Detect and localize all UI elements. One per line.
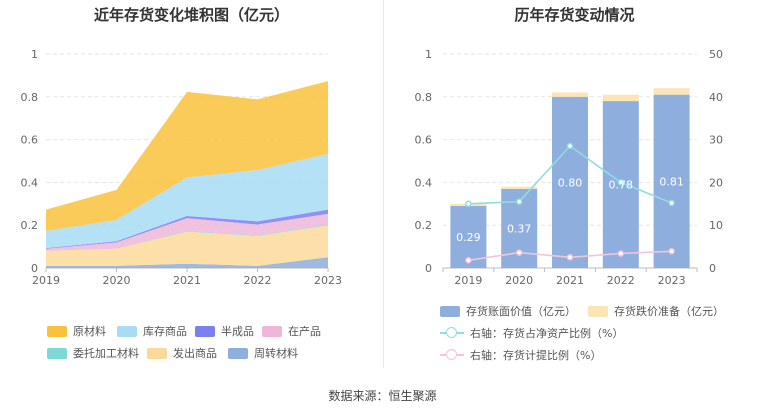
left-legend-item[interactable]: 委托加工材料 <box>47 345 139 361</box>
legend-label: 半成品 <box>221 325 254 338</box>
left-legend-item[interactable]: 半成品 <box>195 323 254 339</box>
right-left-y-tick-label: 0.6 <box>415 134 433 147</box>
legend-swatch <box>47 325 67 337</box>
legend-swatch <box>262 325 282 337</box>
legend-swatch <box>117 325 137 337</box>
right-x-tick-label: 2019 <box>454 274 482 287</box>
bar-value-label: 0.37 <box>507 222 532 235</box>
area-原材料 <box>46 81 328 231</box>
line-point <box>566 254 574 261</box>
right-x-tick-label: 2020 <box>505 274 533 287</box>
right-chart-title: 历年存货变动情况 <box>514 6 635 24</box>
line-point <box>617 250 625 257</box>
line-point <box>515 198 523 205</box>
left-stacked-area-chart: 0 0.2 0.4 0.6 0.8 1 2019 2020 2021 2022 2023 <box>21 48 343 287</box>
legend-swatch <box>195 325 215 337</box>
right-left-y-tick-label: 0 <box>425 262 432 275</box>
right-right-y-tick-label: 40 <box>709 91 723 104</box>
area-发出商品 <box>46 225 328 266</box>
bar-book-value <box>552 96 588 268</box>
line-point <box>465 257 472 264</box>
bar-impairment <box>653 88 690 95</box>
legend-swatch <box>440 327 464 339</box>
right-legend-item[interactable]: 右轴：存货占净资产比例（%） <box>440 325 623 341</box>
right-left-y-tick-label: 0.2 <box>415 219 433 232</box>
left-y-tick-label: 0.2 <box>21 219 39 232</box>
right-right-y-tick-label: 30 <box>709 134 723 147</box>
legend-swatch <box>588 305 608 317</box>
line-point <box>566 142 574 150</box>
left-legend: 原材料 库存商品 半成品 在产品委托加工材料 发出商品 周转材料 <box>0 0 383 368</box>
right-x-tick-label: 2022 <box>607 274 635 287</box>
left-y-tick-label: 1 <box>31 48 38 61</box>
area-库存商品 <box>46 153 328 249</box>
left-legend-item[interactable]: 库存商品 <box>117 323 187 339</box>
bar-value-label: 0.80 <box>558 176 583 189</box>
legend-swatch <box>440 349 464 361</box>
legend-swatch <box>147 347 167 359</box>
legend-label: 委托加工材料 <box>73 347 139 360</box>
right-legend-item[interactable]: 右轴：存货计提比例（%） <box>440 347 601 363</box>
right-right-y-tick-label: 50 <box>709 48 723 61</box>
right-left-y-tick-label: 0.8 <box>415 91 433 104</box>
line-point <box>515 249 523 256</box>
right-right-y-tick-label: 20 <box>709 176 723 189</box>
legend-label: 右轴：存货占净资产比例（%） <box>470 327 624 340</box>
bar-value-label: 0.78 <box>609 179 634 192</box>
right-legend: 存货账面价值（亿元） 存货跌价准备（亿元） 右轴：存货占净资产比例（%） 右轴：存货计… <box>440 303 724 363</box>
legend-label: 周转材料 <box>254 347 298 360</box>
left-chart-title: 近年存货变化堆积图（亿元） <box>93 6 289 24</box>
area-周转材料 <box>46 257 328 268</box>
left-legend-item[interactable]: 周转材料 <box>228 345 298 361</box>
left-y-tick-label: 0.6 <box>21 134 39 147</box>
left-y-tick-label: 0 <box>31 262 38 275</box>
data-source: 数据来源：恒生聚源 <box>328 389 437 403</box>
right-x-tick-label: 2023 <box>658 274 686 287</box>
legend-label: 存货跌价准备（亿元） <box>614 305 724 318</box>
area-在产品 <box>46 213 328 251</box>
left-y-tick-label: 0.4 <box>21 176 39 189</box>
left-x-tick-label: 2020 <box>103 274 131 287</box>
bar-impairment <box>501 186 538 189</box>
legend-label: 右轴：存货计提比例（%） <box>470 349 602 362</box>
left-legend-item[interactable]: 原材料 <box>47 323 106 339</box>
bar-value-label: 0.29 <box>456 231 481 244</box>
legend-swatch <box>47 347 67 359</box>
area-半成品 <box>46 209 328 249</box>
right-left-y-tick-label: 0.4 <box>415 176 433 189</box>
line-point <box>465 200 472 208</box>
right-right-y-tick-label: 0 <box>709 262 716 275</box>
right-legend-item[interactable]: 存货跌价准备（亿元） <box>588 303 724 319</box>
left-x-tick-label: 2022 <box>244 274 272 287</box>
right-left-y-tick-label: 1 <box>425 48 432 61</box>
line-point <box>617 179 625 186</box>
left-legend-item[interactable]: 发出商品 <box>147 345 217 361</box>
legend-label: 在产品 <box>288 325 321 338</box>
legend-swatch <box>228 347 248 359</box>
bar-value-label: 0.81 <box>659 175 684 188</box>
panel-divider <box>383 0 384 368</box>
legend-swatch <box>440 305 460 317</box>
right-x-tick-label: 2021 <box>556 274 584 287</box>
left-legend-item[interactable]: 在产品 <box>262 323 321 339</box>
legend-label: 库存商品 <box>143 325 187 338</box>
left-x-tick-label: 2019 <box>32 274 60 287</box>
legend-label: 存货账面价值（亿元） <box>466 305 576 318</box>
right-legend-item[interactable]: 存货账面价值（亿元） <box>440 303 576 319</box>
left-x-tick-label: 2023 <box>314 274 342 287</box>
line-point <box>668 199 675 207</box>
bar-impairment <box>602 94 639 102</box>
right-right-y-tick-label: 10 <box>709 219 723 232</box>
left-y-tick-label: 0.8 <box>21 91 39 104</box>
bar-impairment <box>552 92 588 97</box>
left-x-tick-label: 2021 <box>173 274 201 287</box>
legend-label: 发出商品 <box>173 347 217 360</box>
legend-label: 原材料 <box>73 325 106 338</box>
bar-book-value <box>653 94 690 268</box>
line-point <box>668 248 675 255</box>
